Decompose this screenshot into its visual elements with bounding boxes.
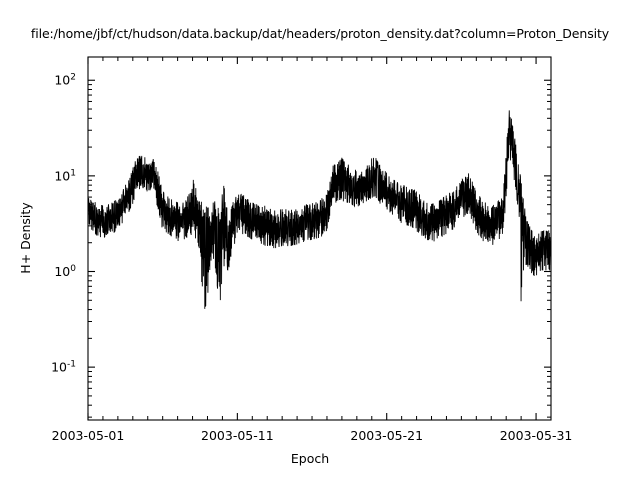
y-tick-label: 102 <box>54 73 76 88</box>
axis-tick-labels: 102 101 100 10-1 2003-05-01 2003-05-11 2003-05… <box>51 73 572 443</box>
x-tick-label: 2003-05-31 <box>500 428 573 443</box>
x-axis-label: Epoch <box>291 451 329 466</box>
x-tick-label: 2003-05-01 <box>52 428 125 443</box>
y-tick-label: 100 <box>54 264 76 279</box>
x-tick-label: 2003-05-21 <box>350 428 423 443</box>
page-title: file:/home/jbf/ct/hudson/data.backup/dat… <box>30 26 610 41</box>
axis-ticks <box>87 57 552 420</box>
y-tick-label: 101 <box>54 168 76 183</box>
y-axis-label: H+ Density <box>18 202 33 274</box>
x-tick-label: 2003-05-11 <box>201 428 274 443</box>
plot-frame <box>87 56 552 421</box>
data-series-line <box>87 110 552 309</box>
y-tick-label: 10-1 <box>51 360 76 375</box>
